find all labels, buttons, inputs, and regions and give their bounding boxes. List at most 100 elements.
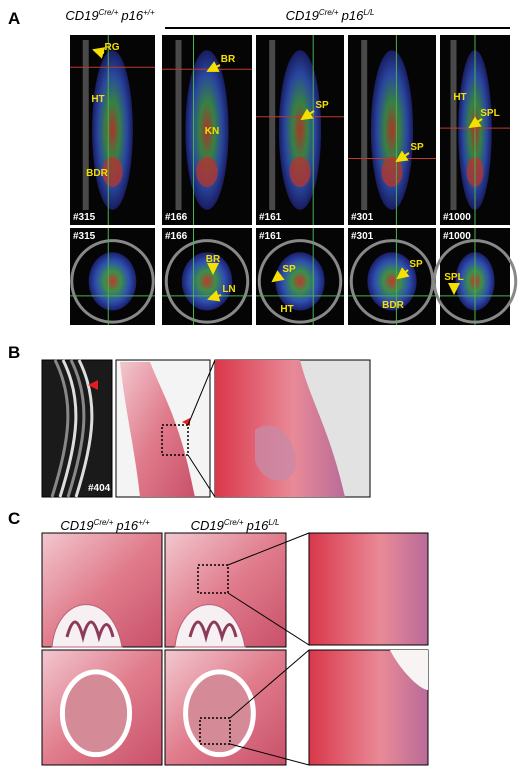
ct-bed [450,40,457,210]
ct-ring [164,239,250,324]
locus-sup: +/+ [143,8,155,17]
mri-contour [58,359,78,498]
locus-sup: L/L [363,8,374,17]
arrow [92,47,106,59]
roi-box [161,424,189,456]
ct-ring [257,239,343,324]
tissue [120,362,195,497]
zoom-line [229,743,310,766]
ct-ring [70,239,155,324]
scan-id: #1000 [443,231,471,242]
scan-id: #161 [259,231,282,242]
scan-id: #166 [165,212,188,223]
arrow [206,61,221,72]
scan-id: #301 [351,212,374,223]
ct-ring [349,239,435,324]
locus: p16 [115,518,138,533]
scan-id: #315 [73,231,96,242]
organ-label: HT [280,304,293,315]
mri-contour [50,359,70,498]
genotype: CD19Cre/+ p16+/+ [65,8,155,23]
scan-id: #315 [73,212,96,223]
organ-label: RG [105,42,120,53]
panel-label: C [8,509,20,528]
gene-sup: Cre/+ [94,518,114,527]
organ-label: SPL [480,108,499,119]
organ-label: HT [91,94,104,105]
roi-box [197,564,229,594]
zoom-line [227,532,310,566]
organ-label: SP [315,100,329,111]
mouse-section [88,252,137,311]
organ-label: BDR [382,300,404,311]
uptake [289,156,311,187]
zoom-line [229,649,310,719]
mri-contour [74,359,94,498]
scan-id: #301 [351,231,374,242]
mouse-body [278,50,322,210]
organ-label: HT [453,92,466,103]
panel-label: B [8,343,20,362]
zoom-line [227,592,310,646]
genotype: CD19Cre/+ p16L/L [286,8,375,23]
folia [65,620,115,643]
organ-label: BR [206,254,221,265]
scan-id: #404 [88,483,111,494]
genotype: CD19Cre/+ p16L/L [191,518,280,533]
locus: p16 [341,8,364,23]
zoom-line [187,454,216,498]
ct-bed [82,40,89,210]
cartilage [255,425,296,481]
mri [41,359,113,498]
organ-label: BR [221,54,236,65]
organ-label: LN [222,284,235,295]
uptake [102,156,123,187]
ct-bed [175,40,182,210]
arrow [271,270,285,283]
scan-id: #1000 [443,212,471,223]
panel-label: A [8,9,20,28]
locus: p16 [120,8,143,23]
organ-label: SP [410,142,424,153]
zoom-line [187,359,216,426]
organ-label: SP [282,264,296,275]
histo-section [308,532,429,646]
scan-id: #166 [165,231,188,242]
arrow [396,267,410,280]
folia [188,620,238,643]
uptake [381,156,403,187]
mouse-body [185,50,229,210]
organ-label: KN [205,126,219,137]
gene-sup: Cre/+ [319,8,339,17]
lumen [390,650,428,690]
arrow [207,290,222,302]
arrow [468,116,483,129]
uptake [196,156,218,187]
gene: CD19 [191,518,224,533]
tissue [215,360,345,497]
locus: p16 [246,518,269,533]
mouse-section [275,252,325,311]
mouse-body [92,50,133,210]
bone-ring [59,669,133,758]
genotype: CD19Cre/+ p16+/+ [60,518,150,533]
scan-id: #161 [259,212,282,223]
red-arrow [88,380,98,390]
arrow [395,150,410,163]
organ-label: SP [409,259,423,270]
organ-label: SPL [444,272,463,283]
gene-sup: Cre/+ [99,8,119,17]
gene: CD19 [60,518,93,533]
locus-sup: +/+ [138,518,150,527]
locus-sup: L/L [268,518,279,527]
gene: CD19 [65,8,98,23]
gene: CD19 [286,8,319,23]
gene-sup: Cre/+ [224,518,244,527]
bone-ring [183,669,256,758]
arrow [300,108,315,121]
organ-label: BDR [86,168,108,179]
ct-bed [361,40,368,210]
mri-contour [66,359,86,498]
mouse-body [370,50,414,210]
